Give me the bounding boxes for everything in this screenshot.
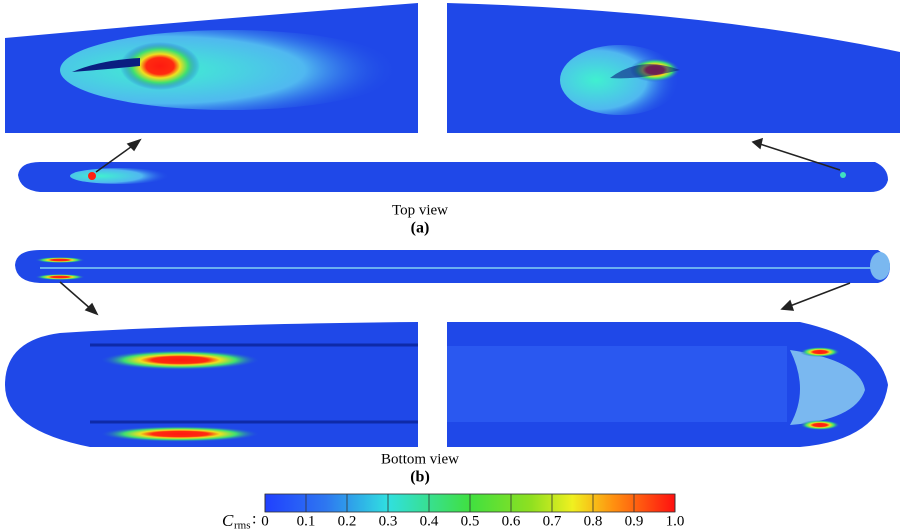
view-label: Top view: [392, 202, 448, 218]
top-right-zoom: [447, 3, 900, 133]
view-label: Bottom view: [381, 451, 459, 467]
colorbar-tick-label: 0: [261, 513, 269, 529]
panel-tag: (a): [411, 220, 430, 237]
colorbar-tick-label: 1.0: [666, 513, 685, 529]
colorbar-tick-label: 0.2: [338, 513, 357, 529]
colorbar-separator: :: [252, 511, 256, 528]
colorbar-tick-label: 0.4: [420, 513, 439, 529]
colorbar-tick-label: 0.9: [625, 513, 644, 529]
bottom-view-strip: [15, 250, 890, 283]
colorbar-tick-label: 0.7: [543, 513, 562, 529]
colorbar-tick-label: 0.6: [502, 513, 521, 529]
top-left-zoom: [5, 3, 418, 133]
bottom-left-zoom: [5, 322, 418, 447]
colorbar-tick-label: 0.1: [297, 513, 316, 529]
panel-tag: (b): [410, 469, 430, 486]
colorbar-symbol: C: [222, 511, 234, 530]
colorbar-subscript: rms: [234, 520, 251, 532]
colorbar-tick-label: 0.8: [584, 513, 603, 529]
bottom-right-zoom: [447, 322, 888, 447]
colorbar-tick-label: 0.3: [379, 513, 398, 529]
colorbar: C rms : 0 0.1 0.2 0.3 0.4 0.5 0.6 0.7 0.8 0.9 1.0: [222, 493, 685, 532]
top-view-strip: [18, 162, 888, 192]
colorbar-tick-label: 0.5: [461, 513, 480, 529]
arrows: [59, 137, 851, 316]
